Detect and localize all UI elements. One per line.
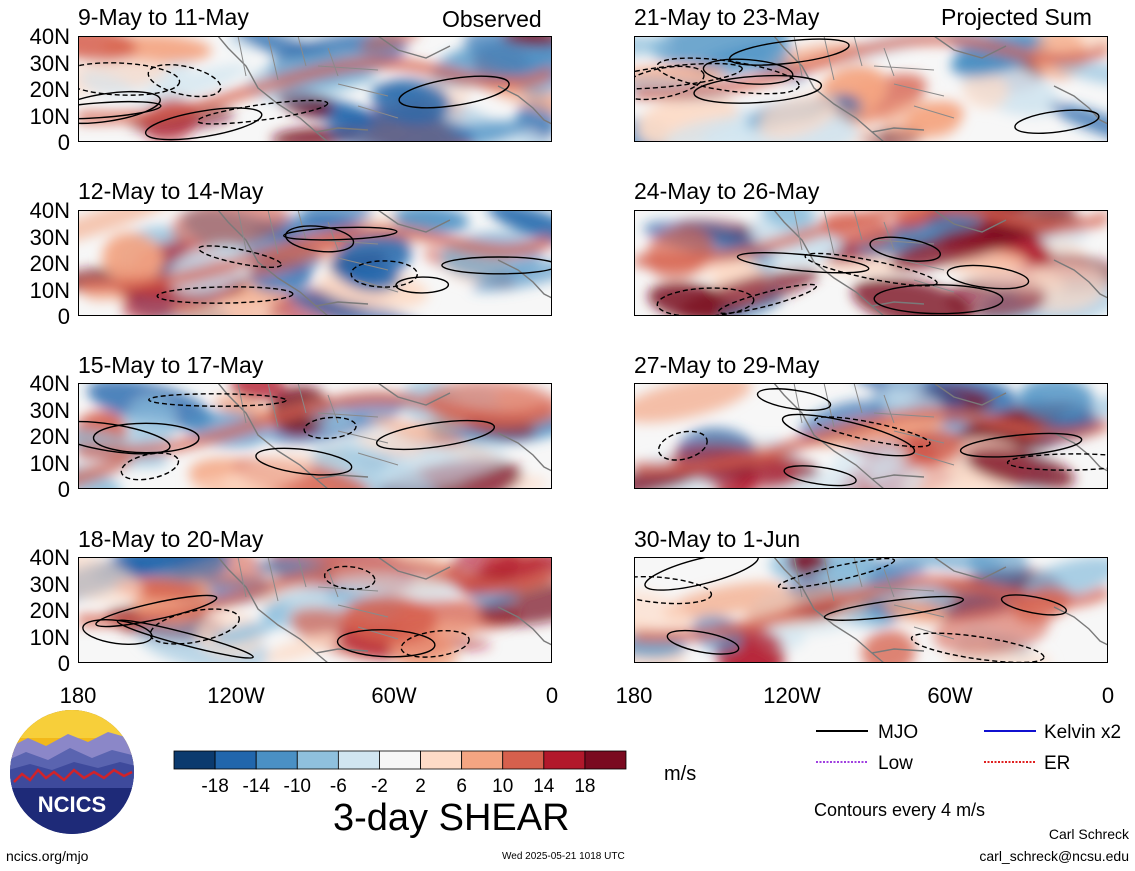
colorbar-swatch-2 xyxy=(255,750,298,770)
footer-url[interactable]: ncics.org/mjo xyxy=(6,848,89,864)
ncics-logo: NCICS xyxy=(10,710,134,834)
colorbar-swatch-4 xyxy=(337,750,380,770)
footer-timestamp: Wed 2025-05-21 1018 UTC xyxy=(502,851,625,862)
legend-low-label: Low xyxy=(878,753,913,774)
y-tick-row3-4: 0 xyxy=(57,477,70,502)
colorbar: -18 -14 -10 -6 -2 2 6 10 14 18 xyxy=(173,750,627,796)
panel-title-7: 27-May to 29-May xyxy=(634,352,820,378)
colorbar-tick-4: -2 xyxy=(371,776,388,796)
y-tick-row3-0: 40N xyxy=(29,371,70,396)
x-tick-left-60w: 60W xyxy=(371,683,417,708)
y-tick-row4-3: 10N xyxy=(29,624,70,650)
colorbar-tick-0: -18 xyxy=(201,776,228,796)
y-tick-row2-2: 20N xyxy=(29,251,70,276)
y-tick-row1-2: 20N xyxy=(29,77,70,102)
panel-title-6: 24-May to 26-May xyxy=(634,178,820,204)
colorbar-swatch-5 xyxy=(379,750,421,770)
map-panel-8 xyxy=(634,557,1108,663)
units-label: m/s xyxy=(664,763,697,785)
y-tick-row1-0: 40N xyxy=(29,24,70,49)
map-panel-3 xyxy=(78,383,552,489)
colorbar-tick-8: 14 xyxy=(533,776,555,796)
map-panel-1 xyxy=(78,36,552,142)
legend-kelvin-label: Kelvin x2 xyxy=(1044,722,1121,743)
colorbar-tick-9: 18 xyxy=(574,776,595,796)
panel-title-2: 12-May to 14-May xyxy=(78,178,264,204)
panel-title-1: 9-May to 11-May xyxy=(78,4,249,30)
legend: MJO Kelvin x2 Low ER xyxy=(816,722,1121,774)
colorbar-tick-1: -14 xyxy=(242,776,270,796)
colorbar-swatch-0 xyxy=(173,750,216,770)
colorbar-swatch-3 xyxy=(296,750,339,770)
panel-title-4: 18-May to 20-May xyxy=(78,526,264,552)
colorbar-swatch-6 xyxy=(420,750,463,770)
x-tick-left-120w: 120W xyxy=(207,683,265,708)
y-tick-row3-1: 30N xyxy=(29,397,70,423)
map-panel-7 xyxy=(634,383,1108,489)
x-tick-right-0: 0 xyxy=(1101,683,1115,708)
map-panel-2 xyxy=(78,210,552,316)
x-tick-right-60w: 60W xyxy=(927,683,973,708)
colorbar-swatch-1 xyxy=(214,750,257,770)
footer-author: Carl Schreck xyxy=(1048,826,1129,842)
legend-mjo-label: MJO xyxy=(878,722,918,743)
y-tick-row2-0: 40N xyxy=(29,198,70,223)
panel-title-8: 30-May to 1-Jun xyxy=(634,526,801,552)
colorbar-tick-7: 10 xyxy=(492,776,513,796)
x-tick-right-180: 180 xyxy=(615,683,653,708)
ncics-logo-text: NCICS xyxy=(38,792,106,817)
projected-header: Projected Sum xyxy=(941,4,1092,30)
footer-email[interactable]: carl_schreck@ncsu.edu xyxy=(979,848,1129,864)
chart-title: 3-day SHEAR xyxy=(333,797,570,839)
colorbar-swatch-8 xyxy=(502,750,545,770)
y-tick-row1-3: 10N xyxy=(29,103,70,129)
x-tick-right-120w: 120W xyxy=(763,683,821,708)
y-tick-row2-1: 30N xyxy=(29,224,70,250)
map-panel-6 xyxy=(634,210,1108,316)
panel-title-3: 15-May to 17-May xyxy=(78,352,264,378)
y-tick-row4-1: 30N xyxy=(29,571,70,597)
colorbar-tick-3: -6 xyxy=(330,776,347,796)
y-tick-row3-2: 20N xyxy=(29,424,70,449)
y-tick-row2-3: 10N xyxy=(29,277,70,303)
y-tick-row4-2: 20N xyxy=(29,598,70,623)
x-tick-left-180: 180 xyxy=(59,683,97,708)
y-tick-row1-1: 30N xyxy=(29,50,70,76)
y-tick-row1-4: 0 xyxy=(57,130,70,155)
y-tick-row3-3: 10N xyxy=(29,450,70,476)
map-panel-4 xyxy=(78,557,552,663)
y-tick-row2-4: 0 xyxy=(57,304,70,329)
contour-note: Contours every 4 m/s xyxy=(814,800,986,820)
legend-er-label: ER xyxy=(1044,753,1070,774)
x-tick-left-0: 0 xyxy=(545,683,559,708)
colorbar-tick-5: 2 xyxy=(415,776,426,796)
observed-header: Observed xyxy=(442,6,542,32)
colorbar-swatch-9 xyxy=(543,750,586,770)
y-tick-row4-4: 0 xyxy=(57,651,70,676)
colorbar-tick-2: -10 xyxy=(284,776,311,796)
panel-title-5: 21-May to 23-May xyxy=(634,4,820,30)
colorbar-swatch-10 xyxy=(584,750,627,770)
map-panel-5 xyxy=(634,36,1108,142)
colorbar-swatch-7 xyxy=(461,750,504,770)
y-tick-row4-0: 40N xyxy=(29,545,70,570)
colorbar-tick-6: 6 xyxy=(456,776,467,796)
